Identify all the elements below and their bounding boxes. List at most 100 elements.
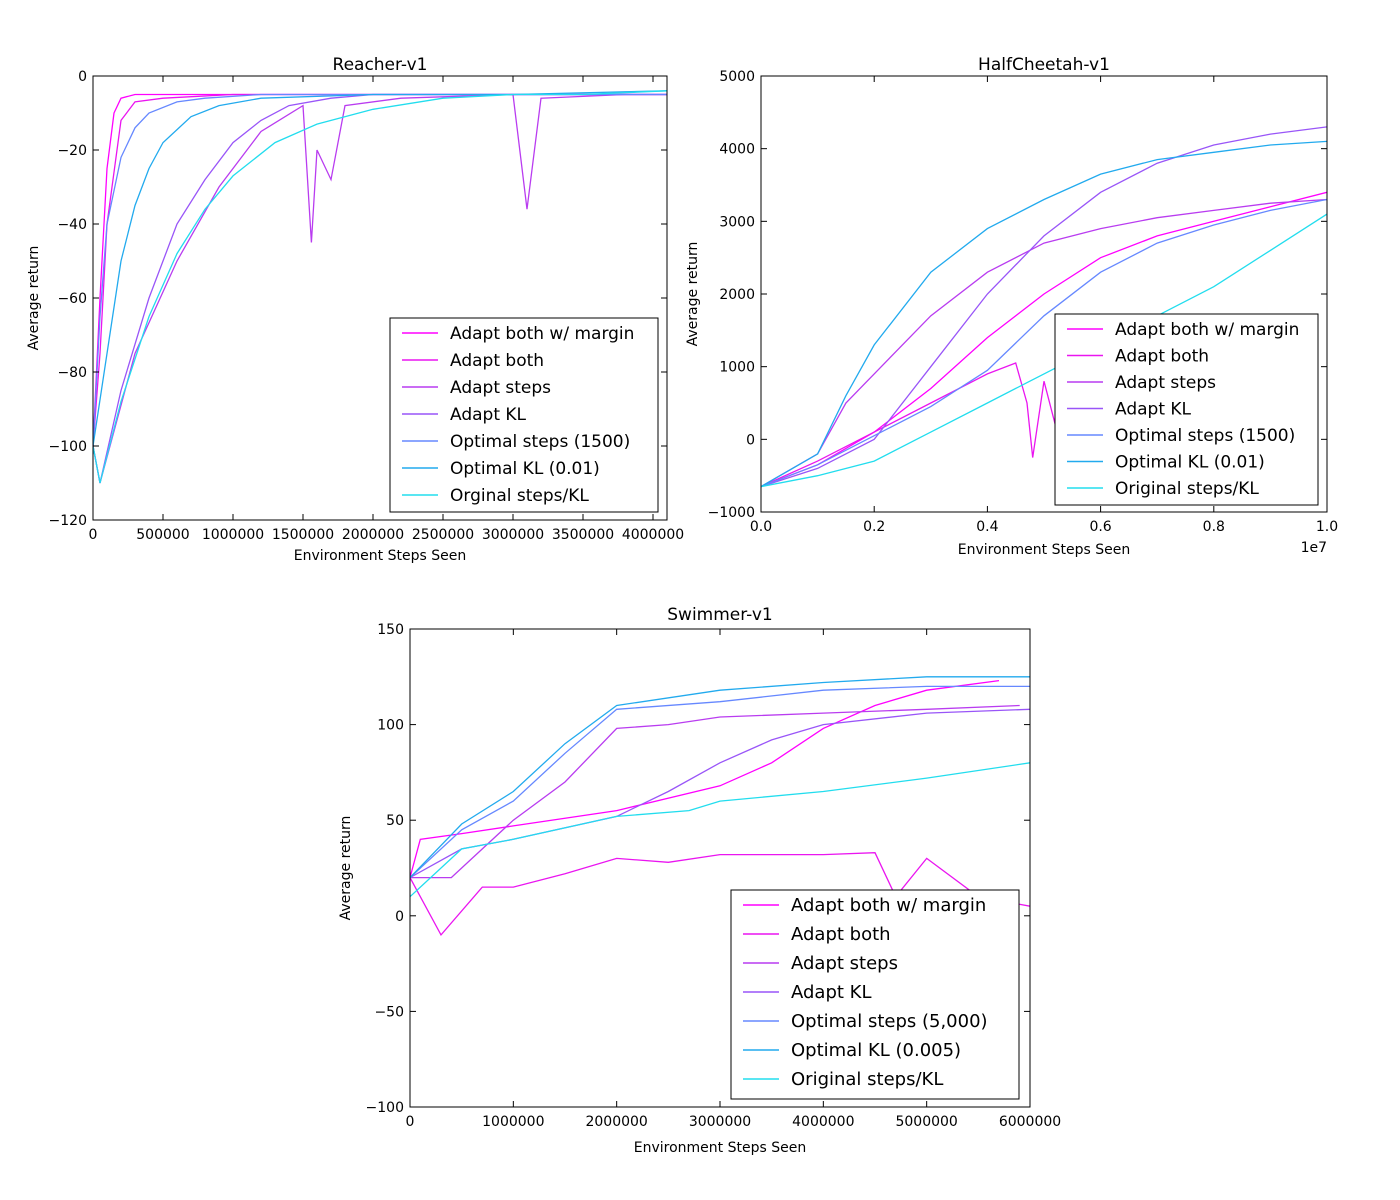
chart-1-plot: 0.0 0.2 0.4 0.6 0.8 1.0 −1000 0 1000 2000 3000 4000… [685, 69, 1338, 558]
x-tick-label: 1000000 [482, 1114, 544, 1130]
series-line-5 [761, 140, 1327, 488]
series-line-2 [93, 93, 667, 484]
y-tick-label: 50 [386, 813, 404, 829]
x-tick-label: 0.8 [1203, 519, 1225, 535]
legend-label: Adapt steps [791, 953, 898, 974]
legend-label: Adapt steps [450, 378, 551, 398]
x-tick-label: 2500000 [412, 527, 474, 543]
legend: Adapt both w/ margin Adapt both Adapt step… [730, 889, 1020, 1100]
series-line-2 [761, 198, 1327, 488]
chart-title: Swimmer-v1 [667, 605, 772, 625]
legend-label: Optimal steps (5,000) [791, 1011, 988, 1032]
x-tick-label: 2000000 [585, 1114, 647, 1130]
x-axis-label: Environment Steps Seen [634, 1140, 806, 1156]
series-line-0 [410, 679, 1000, 878]
x-axis-label: Environment Steps Seen [294, 548, 466, 564]
x-tick-label: 6000000 [999, 1114, 1061, 1130]
y-tick-label: −100 [49, 439, 87, 455]
legend-label: Optimal steps (1500) [450, 432, 630, 452]
x-exponent-label: 1e7 [1301, 540, 1327, 556]
legend: Adapt both w/ margin Adapt both Adapt step… [389, 317, 659, 513]
legend-label: Optimal steps (1500) [1115, 426, 1295, 446]
chart-2-plot: 0 1000000 2000000 3000000 4000000 5000000 6000… [338, 622, 1061, 1156]
y-tick-label: −60 [57, 291, 87, 307]
legend-label: Optimal KL (0.01) [450, 459, 600, 479]
legend-label: Adapt KL [791, 982, 872, 1003]
x-tick-label: 3000000 [689, 1114, 751, 1130]
x-tick-label: 1.0 [1316, 519, 1338, 535]
y-tick-label: 5000 [719, 69, 755, 85]
y-axis-label: Average return [26, 246, 42, 351]
y-tick-label: 100 [377, 718, 404, 734]
legend-label: Adapt both [450, 351, 544, 371]
x-tick-label: 3000000 [482, 527, 544, 543]
y-tick-label: 0 [395, 909, 404, 925]
chart-halfcheetah: HalfCheetah-v1 [978, 55, 1110, 75]
x-tick-label: 1000000 [202, 527, 264, 543]
legend-label: Orginal steps/KL [450, 486, 589, 506]
x-tick-label: 5000000 [895, 1114, 957, 1130]
y-tick-label: −100 [366, 1100, 404, 1116]
legend-label: Original steps/KL [1115, 479, 1259, 499]
x-tick-label: 0.0 [750, 519, 772, 535]
legend-label: Adapt KL [1115, 400, 1192, 420]
series-line-5 [410, 676, 1030, 879]
y-tick-label: 3000 [719, 214, 755, 230]
x-tick-label: 2000000 [342, 527, 404, 543]
legend-box [1054, 313, 1319, 506]
x-tick-label: 1500000 [272, 527, 334, 543]
x-tick-label: 3500000 [552, 527, 614, 543]
series-line-1 [410, 852, 1030, 937]
series-group [93, 90, 667, 484]
chart-title: Reacher-v1 [333, 55, 428, 75]
chart-0-plot: 0 500000 1000000 1500000 2000000 2500000 30000… [26, 69, 684, 564]
y-tick-label: 1000 [719, 360, 755, 376]
x-tick-label: 4000000 [622, 527, 684, 543]
x-tick-label: 0 [406, 1114, 415, 1130]
chart-title: HalfCheetah-v1 [978, 55, 1110, 75]
legend-label: Adapt KL [450, 405, 527, 425]
x-tick-label: 0.2 [863, 519, 885, 535]
legend-label: Adapt both [1115, 347, 1209, 367]
series-line-3 [410, 708, 1030, 879]
series-line-0 [761, 191, 1327, 488]
x-tick-label: 500000 [136, 527, 189, 543]
series-line-2 [410, 704, 1020, 879]
legend-label: Adapt both w/ margin [791, 895, 986, 916]
chart-swimmer: Swimmer-v1 [667, 605, 772, 625]
y-tick-label: −50 [374, 1004, 404, 1020]
y-tick-label: 0 [746, 432, 755, 448]
y-tick-label: −120 [49, 513, 87, 529]
legend-box [730, 889, 1020, 1100]
series-line-5 [93, 90, 667, 447]
legend-label: Optimal KL (0.005) [791, 1040, 961, 1061]
y-axis-label: Average return [685, 242, 701, 347]
y-tick-label: −40 [57, 217, 87, 233]
series-line-4 [410, 685, 1030, 879]
series-line-3 [761, 126, 1327, 488]
legend-label: Adapt both w/ margin [450, 324, 634, 344]
series-line-6 [410, 762, 1030, 898]
legend-box [389, 317, 659, 513]
x-tick-label: 4000000 [792, 1114, 854, 1130]
series-group [761, 126, 1327, 488]
x-tick-label: 0 [89, 527, 98, 543]
x-tick-label: 0.4 [976, 519, 998, 535]
x-axis-label: Environment Steps Seen [958, 542, 1130, 558]
chart-reacher: Reacher-v1 [333, 55, 428, 75]
y-axis-label: Average return [338, 816, 354, 921]
y-tick-label: −80 [57, 365, 87, 381]
y-tick-label: 150 [377, 622, 404, 638]
legend-label: Original steps/KL [791, 1069, 943, 1090]
legend-label: Adapt both w/ margin [1115, 320, 1299, 340]
series-group [410, 676, 1030, 937]
series-line-1 [761, 362, 1102, 488]
series-line-6 [93, 90, 667, 484]
legend-label: Optimal KL (0.01) [1115, 453, 1265, 473]
x-tick-label: 0.6 [1089, 519, 1111, 535]
series-line-6 [761, 213, 1327, 488]
legend-label: Adapt both [791, 924, 891, 945]
y-tick-label: 2000 [719, 287, 755, 303]
y-tick-label: −20 [57, 143, 87, 159]
